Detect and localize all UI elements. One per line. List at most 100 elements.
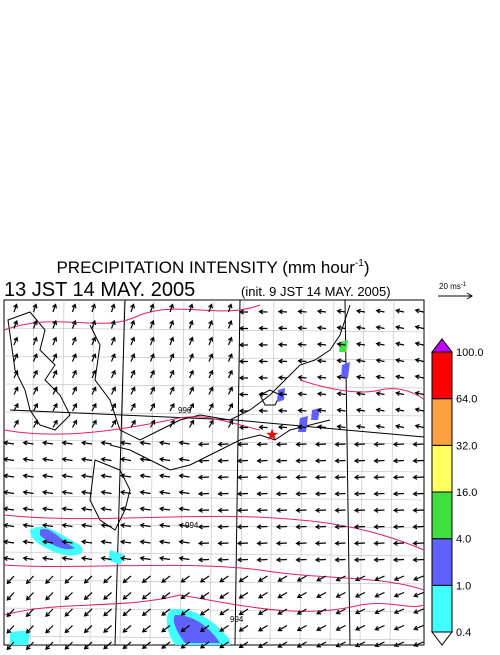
wind-vector bbox=[32, 319, 38, 329]
wind-vector bbox=[197, 441, 210, 447]
wind-vector bbox=[41, 440, 54, 446]
wind-vector bbox=[314, 524, 327, 530]
wind-vector bbox=[275, 474, 288, 480]
wind-vector bbox=[314, 441, 327, 447]
wind-vector bbox=[392, 540, 405, 546]
wind-vector bbox=[130, 353, 136, 362]
wind-vector bbox=[41, 489, 54, 496]
wind-vector bbox=[297, 424, 307, 430]
wind-vector bbox=[296, 624, 307, 632]
wind-vector bbox=[295, 557, 307, 563]
wind-vector bbox=[217, 507, 229, 513]
wind-vector bbox=[334, 524, 346, 530]
wind-vector bbox=[22, 473, 34, 479]
wind-vector bbox=[355, 391, 366, 397]
wind-vector bbox=[355, 374, 366, 380]
wind-vector bbox=[197, 557, 210, 563]
wind-vector bbox=[64, 625, 73, 634]
grid-line bbox=[299, 299, 305, 646]
wind-vector bbox=[22, 440, 34, 446]
wind-vector bbox=[32, 336, 38, 346]
wind-vector bbox=[392, 524, 405, 530]
wind-vector bbox=[61, 522, 73, 529]
wind-vector bbox=[149, 419, 156, 428]
wind-vector bbox=[258, 624, 268, 632]
wind-vector bbox=[71, 419, 78, 428]
wind-vector bbox=[258, 424, 268, 430]
wind-vector bbox=[258, 358, 268, 364]
wind-vector bbox=[373, 491, 385, 497]
grid-line bbox=[29, 299, 35, 646]
wind-vector bbox=[122, 592, 132, 600]
wind-vector bbox=[295, 458, 307, 464]
wind-vector bbox=[256, 458, 268, 464]
wind-vector bbox=[413, 624, 424, 631]
wind-vector bbox=[158, 489, 171, 496]
wind-vector bbox=[227, 319, 233, 329]
wind-vector bbox=[256, 557, 268, 563]
wind-vector bbox=[258, 408, 268, 414]
wind-vector bbox=[83, 608, 93, 617]
wind-vector bbox=[316, 391, 327, 397]
wind-vector bbox=[110, 336, 116, 346]
wind-vector bbox=[149, 303, 155, 313]
wind-vector bbox=[188, 303, 194, 313]
wind-vector bbox=[41, 522, 54, 529]
wind-vector bbox=[22, 555, 34, 562]
wind-vector bbox=[316, 591, 327, 599]
wind-vector bbox=[100, 489, 112, 496]
wind-vector bbox=[277, 424, 288, 430]
wind-vector bbox=[258, 309, 268, 315]
wind-vector bbox=[158, 506, 171, 512]
wind-vector bbox=[52, 319, 58, 329]
wind-vector bbox=[335, 608, 346, 615]
wind-vector bbox=[354, 608, 366, 615]
wind-vector bbox=[258, 325, 268, 331]
wind-vector bbox=[83, 625, 93, 634]
wind-vector bbox=[110, 386, 116, 395]
wind-vector bbox=[161, 641, 171, 649]
wind-vector bbox=[373, 458, 385, 464]
wind-vector bbox=[199, 625, 210, 632]
wind-vector bbox=[71, 303, 77, 313]
wind-vector bbox=[316, 608, 327, 615]
wind-vector bbox=[119, 489, 132, 496]
wind-vector bbox=[25, 608, 34, 618]
wind-vector bbox=[45, 641, 54, 650]
wind-vector bbox=[238, 424, 249, 431]
wind-vector bbox=[188, 386, 194, 395]
wind-vector bbox=[277, 358, 288, 364]
wind-vector bbox=[295, 474, 307, 480]
wind-vector bbox=[188, 419, 195, 428]
wind-vector bbox=[103, 592, 112, 600]
wind-vector bbox=[149, 402, 156, 412]
wind-vector bbox=[393, 575, 405, 582]
wind-vector bbox=[103, 575, 112, 584]
wind-vector bbox=[178, 522, 190, 529]
wind-vector bbox=[238, 591, 249, 599]
wind-vector bbox=[100, 473, 112, 479]
wind-vector bbox=[336, 325, 346, 331]
wind-vector bbox=[296, 591, 307, 599]
wind-vector bbox=[100, 555, 112, 562]
wind-vector bbox=[45, 625, 54, 634]
wind-vector bbox=[236, 540, 249, 546]
wind-vector bbox=[52, 336, 58, 346]
wind-vector bbox=[375, 325, 385, 331]
wind-vector bbox=[100, 539, 112, 545]
map-frame bbox=[3, 299, 425, 646]
wind-vector bbox=[275, 524, 288, 530]
colorbar-segment bbox=[431, 398, 453, 446]
wind-vector bbox=[208, 419, 214, 428]
wind-vector bbox=[336, 391, 346, 397]
wind-vector bbox=[41, 555, 54, 562]
wind-vector bbox=[316, 624, 327, 632]
wind-vector bbox=[297, 358, 307, 364]
wind-vector bbox=[119, 473, 132, 479]
wind-vector bbox=[314, 540, 327, 546]
wind-vector bbox=[297, 391, 307, 397]
title: PRECIPITATION INTENSITY (mm hour-1) bbox=[56, 258, 369, 277]
wind-vector bbox=[354, 641, 366, 648]
wind-vector bbox=[80, 456, 93, 463]
wind-vector bbox=[258, 591, 268, 599]
